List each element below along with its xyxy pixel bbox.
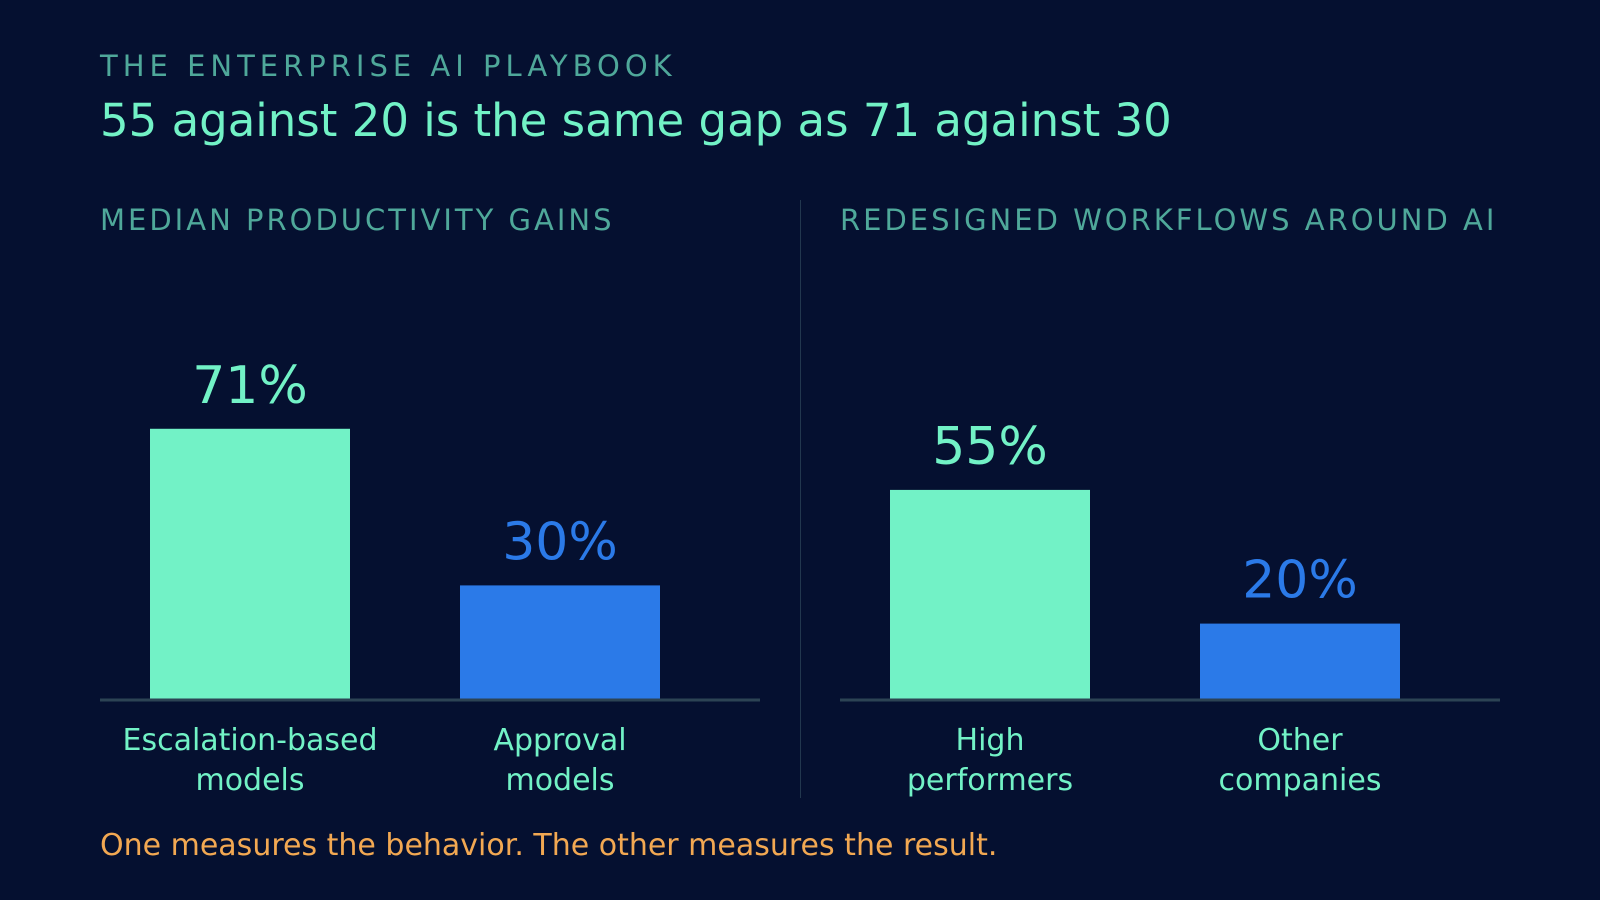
chart-1-bar-1 [150,428,350,700]
chart-1-value-label-1: 71% [192,356,308,416]
chart-2-category-label-1-line-1: High [956,723,1025,758]
chart-2-category-label-2-line-2: companies [1219,763,1382,798]
chart-1-category-label-1-line-1: Escalation-based [122,723,377,758]
chart-2-category-label-1-line-2: performers [907,763,1073,798]
chart-2-title: REDESIGNED WORKFLOWS AROUND AI [840,203,1497,237]
takeaway-note: One measures the behavior. The other mea… [100,828,998,863]
chart-2-value-label-1: 55% [932,417,1048,477]
chart-1-category-label-2-line-1: Approval [493,723,626,758]
chart-1-category-label-1-line-2: models [195,763,304,798]
chart-2-category-label-2-line-1: Other [1257,723,1343,758]
chart-2-value-label-2: 20% [1242,551,1358,611]
kicker: THE ENTERPRISE AI PLAYBOOK [100,49,677,83]
panel-divider [800,200,801,798]
chart-1-value-label-2: 30% [502,512,618,572]
chart-1-category-label-2-line-2: models [505,763,614,798]
chart-1-title: MEDIAN PRODUCTIVITY GAINS [100,203,615,237]
chart-2-bar-1 [890,489,1090,700]
chart-2-bar-2 [1200,623,1400,700]
headline: 55 against 20 is the same gap as 71 agai… [100,94,1172,147]
chart-1-bar-2 [460,585,660,700]
